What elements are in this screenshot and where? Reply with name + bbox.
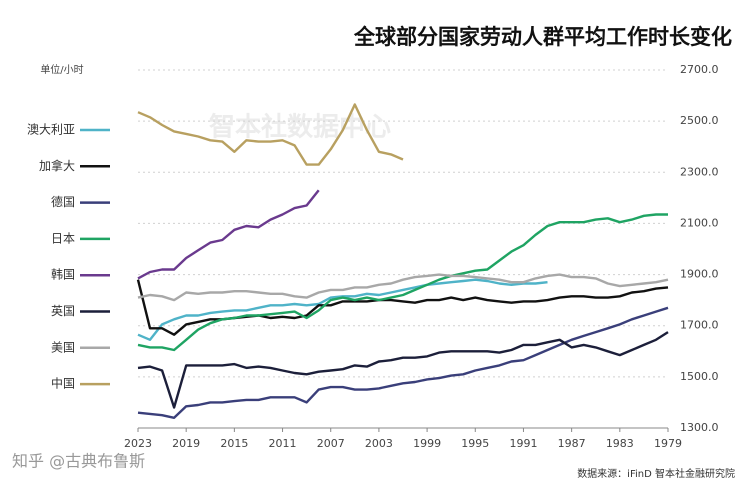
y-tick-label: 1900.0 <box>680 268 719 281</box>
legend-label: 加拿大 <box>39 158 75 173</box>
legend-label: 中国 <box>51 376 75 391</box>
x-tick-label: 2019 <box>172 437 200 450</box>
series-line <box>137 189 320 280</box>
legend-label: 美国 <box>51 340 75 354</box>
legend-label: 澳大利亚 <box>27 123 75 137</box>
x-tick-label: 1979 <box>654 437 682 450</box>
chart-title: 全球部分国家劳动人群平均工作时长变化 <box>353 25 732 49</box>
series-line <box>137 103 404 166</box>
y-tick-label: 1300.0 <box>680 421 719 434</box>
x-tick-label: 2011 <box>269 437 297 450</box>
y-tick-label: 1500.0 <box>680 370 719 383</box>
series-line <box>137 278 548 341</box>
x-tick-label: 2015 <box>220 437 248 450</box>
y-tick-label: 1700.0 <box>680 319 719 332</box>
y-tick-label: 2700.0 <box>680 63 719 76</box>
y-axis-label: 单位/小时 <box>40 63 83 76</box>
background-watermark: 智本社数据中心 <box>209 112 391 143</box>
legend-label: 日本 <box>51 231 75 245</box>
source: 数据来源：iFinD 智本社金融研究院 <box>577 467 735 480</box>
series-line <box>137 213 668 352</box>
series-line <box>137 331 669 409</box>
series-line <box>136 279 669 336</box>
x-tick-label: 1987 <box>558 437 586 450</box>
x-tick-label: 2023 <box>124 437 152 450</box>
y-tick-label: 2500.0 <box>680 114 719 127</box>
series-line <box>137 306 669 419</box>
legend-label: 英国 <box>51 304 75 318</box>
watermark: 知乎 @古典布鲁斯 <box>12 452 145 471</box>
y-tick-label: 2300.0 <box>680 165 719 178</box>
x-tick-label: 2007 <box>317 437 345 450</box>
x-tick-label: 1995 <box>461 437 489 450</box>
x-tick-label: 2003 <box>365 437 393 450</box>
x-tick-label: 1991 <box>509 437 537 450</box>
y-tick-label: 2100.0 <box>680 216 719 229</box>
x-tick-label: 1999 <box>413 437 441 450</box>
legend-label: 德国 <box>51 194 75 209</box>
x-tick-label: 1983 <box>606 437 634 450</box>
series-line <box>137 273 669 302</box>
legend-label: 韩国 <box>51 267 75 282</box>
